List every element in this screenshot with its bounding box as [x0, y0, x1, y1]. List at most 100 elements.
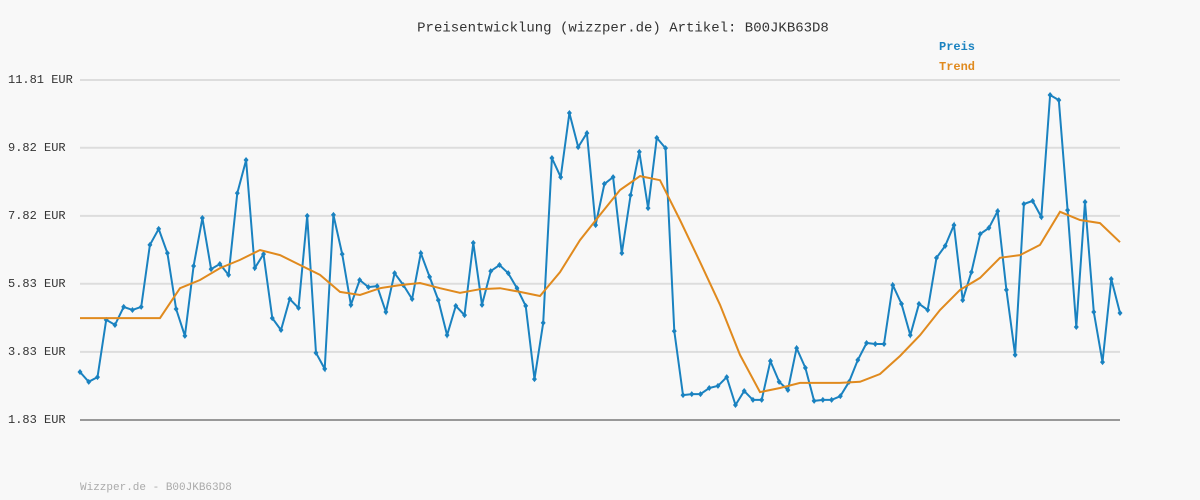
data-point — [558, 174, 564, 181]
data-point — [226, 271, 232, 278]
data-point — [829, 396, 835, 403]
data-point — [601, 180, 607, 187]
data-point — [252, 265, 258, 272]
data-point — [855, 357, 861, 364]
data-point — [593, 222, 599, 229]
data-point — [374, 283, 380, 290]
data-point — [138, 303, 144, 310]
data-point — [365, 284, 371, 291]
data-point — [409, 296, 415, 303]
legend-label: Preis — [939, 40, 975, 54]
data-point — [1056, 97, 1062, 104]
data-point — [330, 211, 336, 218]
data-point — [671, 328, 677, 335]
data-point — [217, 260, 223, 267]
data-point — [313, 349, 319, 356]
data-point — [995, 208, 1001, 215]
data-point — [1100, 359, 1106, 366]
data-point — [1108, 275, 1114, 282]
data-point — [864, 340, 870, 347]
y-tick-label: 5.83 EUR — [8, 277, 66, 291]
data-point — [1003, 286, 1009, 293]
data-point — [706, 384, 712, 391]
data-point — [1030, 197, 1036, 204]
data-point — [907, 332, 913, 339]
data-point — [986, 224, 992, 231]
data-point — [724, 374, 730, 381]
data-point — [540, 319, 546, 326]
data-point — [785, 387, 791, 394]
data-point — [112, 321, 118, 328]
data-point — [1073, 323, 1079, 330]
y-tick-label: 9.82 EUR — [8, 141, 66, 155]
data-point — [348, 301, 354, 308]
data-point — [680, 392, 686, 399]
data-point — [435, 297, 441, 304]
data-point — [899, 300, 905, 307]
data-point — [357, 276, 363, 283]
data-point — [392, 270, 398, 277]
data-point — [872, 341, 878, 348]
data-point — [610, 174, 616, 181]
data-point — [776, 378, 782, 385]
data-point — [960, 297, 966, 304]
data-point — [750, 396, 756, 403]
data-point — [715, 382, 721, 389]
data-point — [278, 327, 284, 334]
data-point — [304, 212, 310, 219]
chart-title: Preisentwicklung (wizzper.de) Artikel: B… — [417, 21, 829, 37]
data-point — [942, 242, 948, 249]
data-point — [261, 251, 267, 258]
data-point — [566, 110, 572, 117]
data-point — [698, 391, 704, 398]
data-point — [890, 282, 896, 289]
data-point — [295, 304, 301, 311]
y-tick-label: 7.82 EUR — [8, 209, 66, 223]
data-point — [916, 300, 922, 307]
data-point — [234, 190, 240, 197]
y-tick-label: 3.83 EUR — [8, 345, 66, 359]
data-point — [794, 345, 800, 352]
data-point — [951, 222, 957, 229]
data-point — [881, 341, 887, 348]
data-point — [208, 266, 214, 273]
data-point — [1012, 351, 1018, 358]
data-point — [462, 312, 468, 319]
footer: Wizzper.de - B00JKB63D8 — [80, 482, 232, 494]
data-point — [1021, 201, 1027, 208]
data-point — [925, 306, 931, 313]
data-point — [488, 268, 494, 275]
data-point — [654, 134, 660, 141]
data-point — [575, 144, 581, 151]
data-point — [741, 388, 747, 395]
data-point — [1065, 207, 1071, 214]
data-point — [164, 250, 170, 257]
data-point — [523, 302, 529, 309]
data-point — [811, 397, 817, 404]
data-point — [479, 301, 485, 308]
y-tick-label: 1.83 EUR — [8, 413, 66, 427]
series-line — [79, 93, 1121, 408]
data-point — [147, 241, 153, 248]
data-point — [444, 332, 450, 339]
data-point — [156, 225, 162, 232]
data-point — [86, 378, 92, 385]
data-point — [427, 273, 433, 280]
data-point — [531, 376, 537, 383]
data-point — [837, 393, 843, 400]
y-tick-label: 11.81 EUR — [8, 73, 73, 87]
data-point — [418, 250, 424, 257]
data-point — [619, 250, 625, 257]
data-point — [199, 214, 205, 221]
data-point — [767, 358, 773, 365]
series-line — [80, 175, 1121, 394]
data-point — [191, 263, 197, 270]
data-point — [549, 155, 555, 162]
data-point — [514, 285, 520, 292]
data-point — [802, 364, 808, 371]
data-point — [243, 157, 249, 164]
data-point — [968, 269, 974, 276]
data-point — [628, 192, 634, 199]
